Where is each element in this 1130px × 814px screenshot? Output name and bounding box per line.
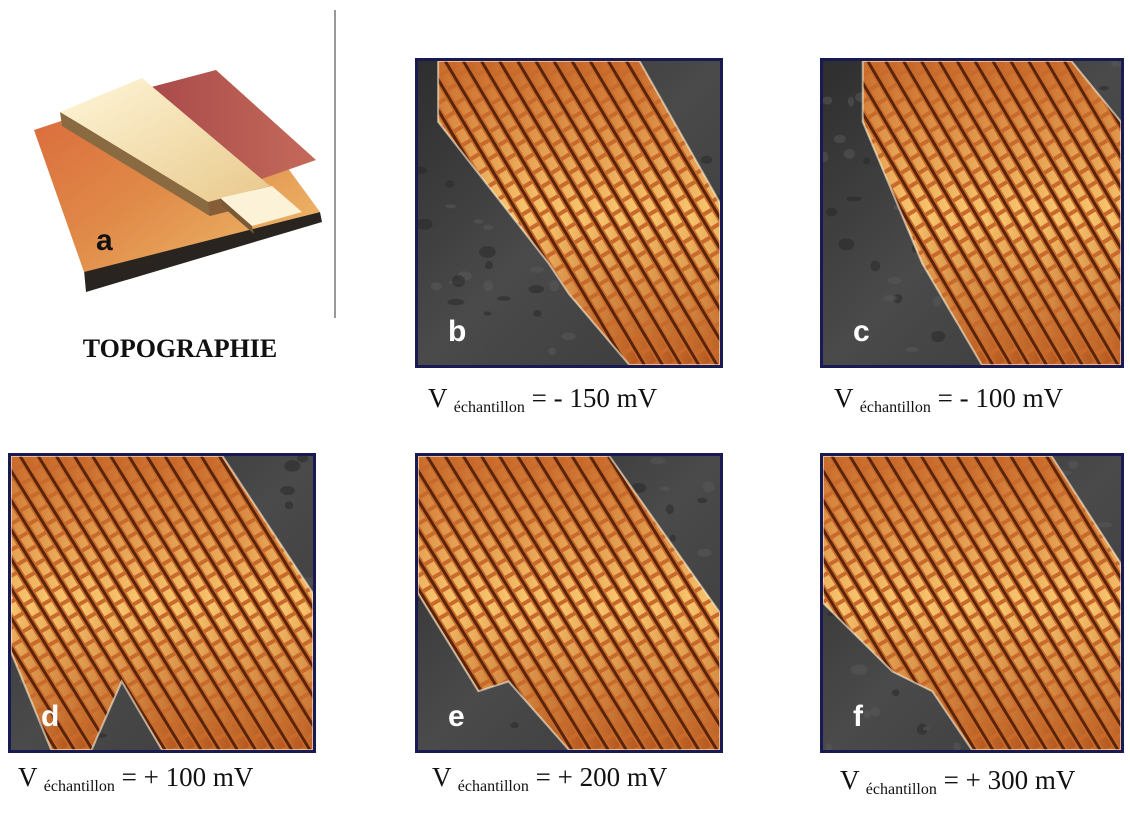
panel-letter-e: e (448, 700, 465, 733)
stm-image-b (418, 61, 720, 365)
panel-letter-b: b (448, 315, 467, 348)
topography-3d-image: a (20, 40, 340, 310)
voltage-label-c: V échantillon = - 100 mV (834, 383, 1064, 416)
voltage-label-f: V échantillon = + 300 mV (840, 765, 1076, 798)
panel-letter-c: c (853, 315, 870, 348)
stm-panel-b: b (415, 58, 723, 368)
voltage-label-b: V échantillon = - 150 mV (428, 383, 658, 416)
vertical-divider (334, 10, 336, 318)
voltage-label-e: V échantillon = + 200 mV (432, 762, 668, 795)
stm-image-f (823, 456, 1121, 750)
panel-letter-f: f (853, 700, 863, 733)
voltage-label-d: V échantillon = + 100 mV (18, 762, 254, 795)
stm-panel-c: c (820, 58, 1124, 368)
stm-image-d (11, 456, 313, 750)
stm-panel-f: f (820, 453, 1124, 753)
stm-panel-e: e (415, 453, 723, 753)
stm-image-e (418, 456, 720, 750)
panel-letter-d: d (41, 700, 60, 733)
topography-caption: TOPOGRAPHIE (82, 334, 278, 363)
stm-panel-d: d (8, 453, 316, 753)
stm-image-c (823, 61, 1121, 365)
panel-letter-a: a (96, 224, 113, 257)
